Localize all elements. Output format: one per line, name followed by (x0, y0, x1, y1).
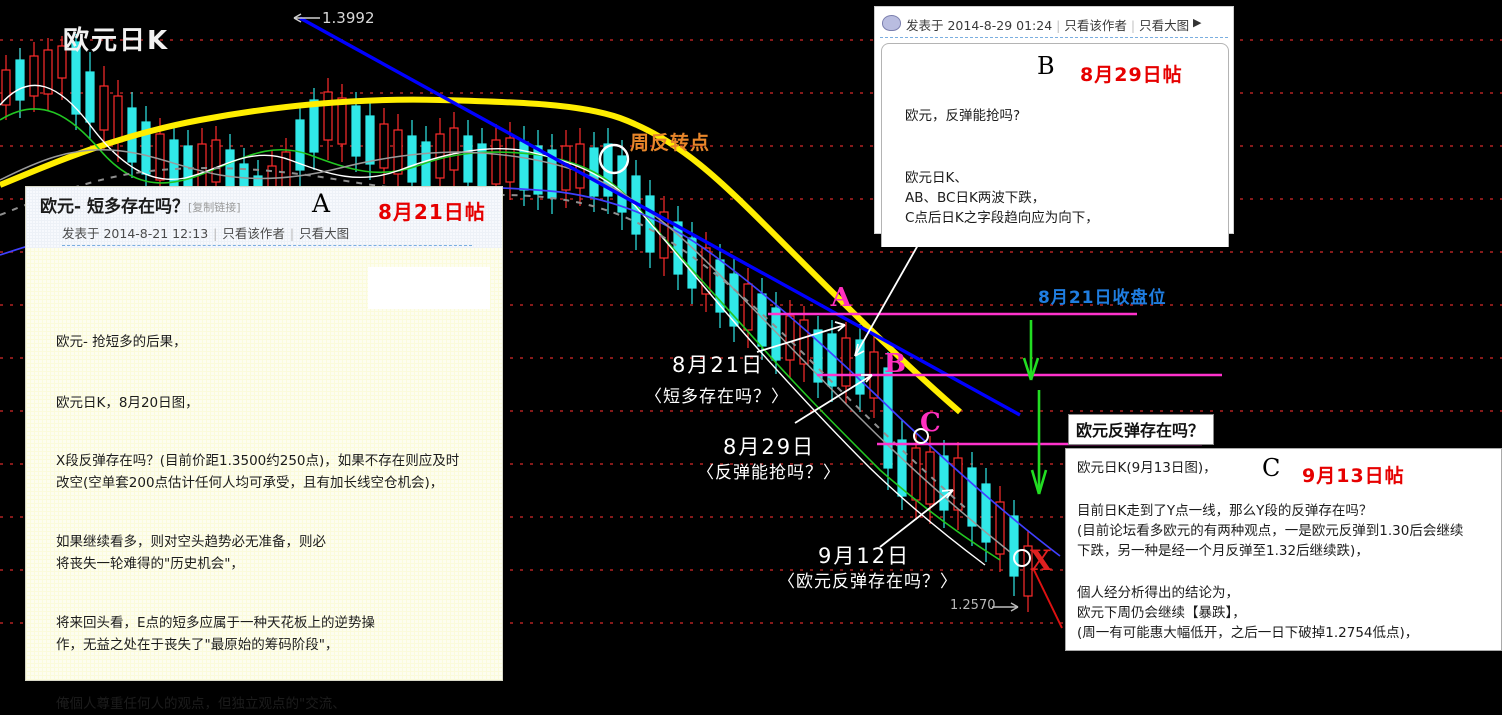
post-c-para-3: 下跌，另一种是经一个月反弹至1.32后继续跌)， (1077, 543, 1369, 559)
post-a-para-6: 将来回头看，E点的短多应属于一种天花板上的逆势操 (56, 615, 376, 631)
low-price-label: 1.2570 (950, 598, 996, 613)
trendline-blue (299, 16, 1021, 417)
post-b-author-only-link[interactable]: 只看该作者 (1064, 18, 1127, 33)
post-b-panel[interactable]: 发表于 2014-8-29 01:24 | 只看该作者 | 只看大图 ▶ B 8月29日… (874, 6, 1234, 247)
close-level-label: 8月21日收盘位 (1038, 288, 1167, 308)
post-a-para-5: 将丧失一轮难得的"历史机会"， (56, 556, 244, 572)
point-x-circle (1013, 549, 1031, 567)
copy-link-button[interactable]: [复制链接] (188, 201, 241, 214)
post-b-divider (880, 37, 1228, 38)
post-c-panel[interactable]: C 9月13日帖 欧元日K(9月13日图)， 目前日K走到了Y点一线，那么Y段的… (1065, 448, 1502, 651)
post-c-para-6: (周一有可能惠大幅低开，之后一日下破掉1.2754低点)， (1077, 625, 1419, 641)
post-b-para-2: AB、BC日K两波下跌， (905, 190, 1046, 206)
callout-lines (756, 237, 954, 548)
post-a-para-2: X段反弹存在吗？(目前价距1.3500约250点)，如果不存在则应及时 (56, 453, 460, 469)
note3-date: 9月12日 (818, 544, 911, 568)
post-c-para-5: 欧元下周仍会继续【暴跌】， (1077, 605, 1246, 621)
post-a-para-0: 欧元- 抢短多的后果， (56, 334, 187, 350)
post-a-para-4: 如果继续看多，则对空头趋势必无准备，则必 (56, 534, 326, 550)
post-a-divider (62, 245, 472, 246)
post-c-para-4: 個人经分析得出的结论为， (1077, 585, 1239, 601)
weekly-reversal-label: 周反转点 (630, 132, 711, 154)
post-a-author-only-link[interactable]: 只看该作者 (222, 226, 285, 241)
post-a-title: 欧元- 短多存在吗？ (40, 197, 189, 217)
post-b-body: B 8月29日帖 欧元，反弹能抢吗? 欧元日K、 AB、BC日K两波下跌， C点… (881, 43, 1229, 247)
ma-white (0, 84, 986, 566)
avatar-icon (882, 15, 901, 31)
post-b-red-label: 8月29日帖 (1080, 64, 1183, 86)
post-c-para-1: 目前日K走到了Y点一线，那么Y段的反弹存在吗？ (1077, 503, 1373, 519)
post-a-marker: A (312, 189, 331, 218)
point-b-label: B (884, 349, 906, 379)
post-a-posted-date: 发表于 2014-8-21 12:13 (62, 226, 209, 241)
ma-gray-dashed (0, 167, 971, 513)
ma-gray (0, 149, 1011, 553)
chevron-right-icon[interactable]: ▶ (1193, 16, 1202, 29)
post-a-header: 欧元- 短多存在吗？ [复制链接] A 8月21日帖 发表于 2014-8-21… (26, 187, 502, 248)
post-b-marker: B (1037, 52, 1055, 80)
down-arrows-green (1022, 320, 1048, 495)
note1-text: 〈短多存在吗？〉 (645, 387, 789, 407)
note2-text: 〈反弹能抢吗？〉 (697, 463, 841, 483)
post-a-body: 欧元- 抢短多的后果， 欧元日K，8月20日图， X段反弹存在吗？(目前价距1.… (26, 248, 502, 712)
post-a-panel[interactable]: 欧元- 短多存在吗？ [复制链接] A 8月21日帖 发表于 2014-8-21… (25, 186, 503, 712)
point-c-label: C (920, 408, 941, 438)
note2-date: 8月29日 (723, 435, 816, 459)
post-b-para-1: 欧元日K、 (905, 170, 968, 186)
post-b-posted-date: 发表于 2014-8-29 01:24 (906, 18, 1053, 33)
post-b-para-3: C点后日K之字段趋向应为向下， (905, 210, 1099, 226)
post-b-header: 发表于 2014-8-29 01:24 | 只看该作者 | 只看大图 ▶ (875, 7, 1233, 39)
chart-title: 欧元日K (63, 26, 170, 56)
post-b-para-0: 欧元，反弹能抢吗? (905, 108, 1021, 124)
post-a-big-image-link[interactable]: 只看大图 (299, 226, 350, 241)
post-a-para-1: 欧元日K，8月20日图， (56, 395, 199, 411)
post-a-meta: 发表于 2014-8-21 12:13 | 只看该作者 | 只看大图 (62, 226, 350, 241)
point-x-label: X (1030, 544, 1052, 577)
ma-green (0, 108, 1001, 561)
post-b-big-image-link[interactable]: 只看大图 (1139, 18, 1190, 33)
low-price-marker (992, 602, 1019, 612)
post-b-meta: 发表于 2014-8-29 01:24 | 只看该作者 | 只看大图 (906, 18, 1190, 33)
post-c-para-0: 欧元日K(9月13日图)， (1077, 460, 1217, 476)
post-c-red-label: 9月13日帖 (1302, 465, 1405, 487)
post-a-para-7: 作，无益之处在于丧失了"最原始的筹码阶段"， (56, 637, 339, 653)
point-a-label: A (831, 283, 852, 313)
post-a-red-label: 8月21日帖 (378, 200, 486, 224)
high-price-marker (293, 13, 320, 23)
post-a-para-8: 俺個人尊重任何人的观点，但独立观点的"交流、 (56, 696, 346, 712)
ma-yellow (0, 96, 962, 415)
weekly-reversal-circle (598, 143, 630, 175)
high-price-label: 1.3992 (322, 9, 375, 27)
down-arrow-red (1032, 567, 1063, 629)
post-c-para-2: (目前论坛看多欧元的有两种观点，一是欧元反弹到1.30后会继续 (1077, 523, 1464, 539)
point-c-circle (913, 428, 929, 444)
post-a-para-3: 改空(空单套200点估计任何人均可承受，且有加长线空仓机会)， (56, 475, 444, 491)
post-c-marker: C (1262, 454, 1281, 482)
note1-date: 8月21日 (672, 353, 765, 377)
post-a-white-block (368, 267, 490, 309)
note3-text: 〈欧元反弹存在吗？〉 (778, 572, 958, 592)
post-c-title: 欧元反弹存在吗？ (1068, 414, 1215, 445)
